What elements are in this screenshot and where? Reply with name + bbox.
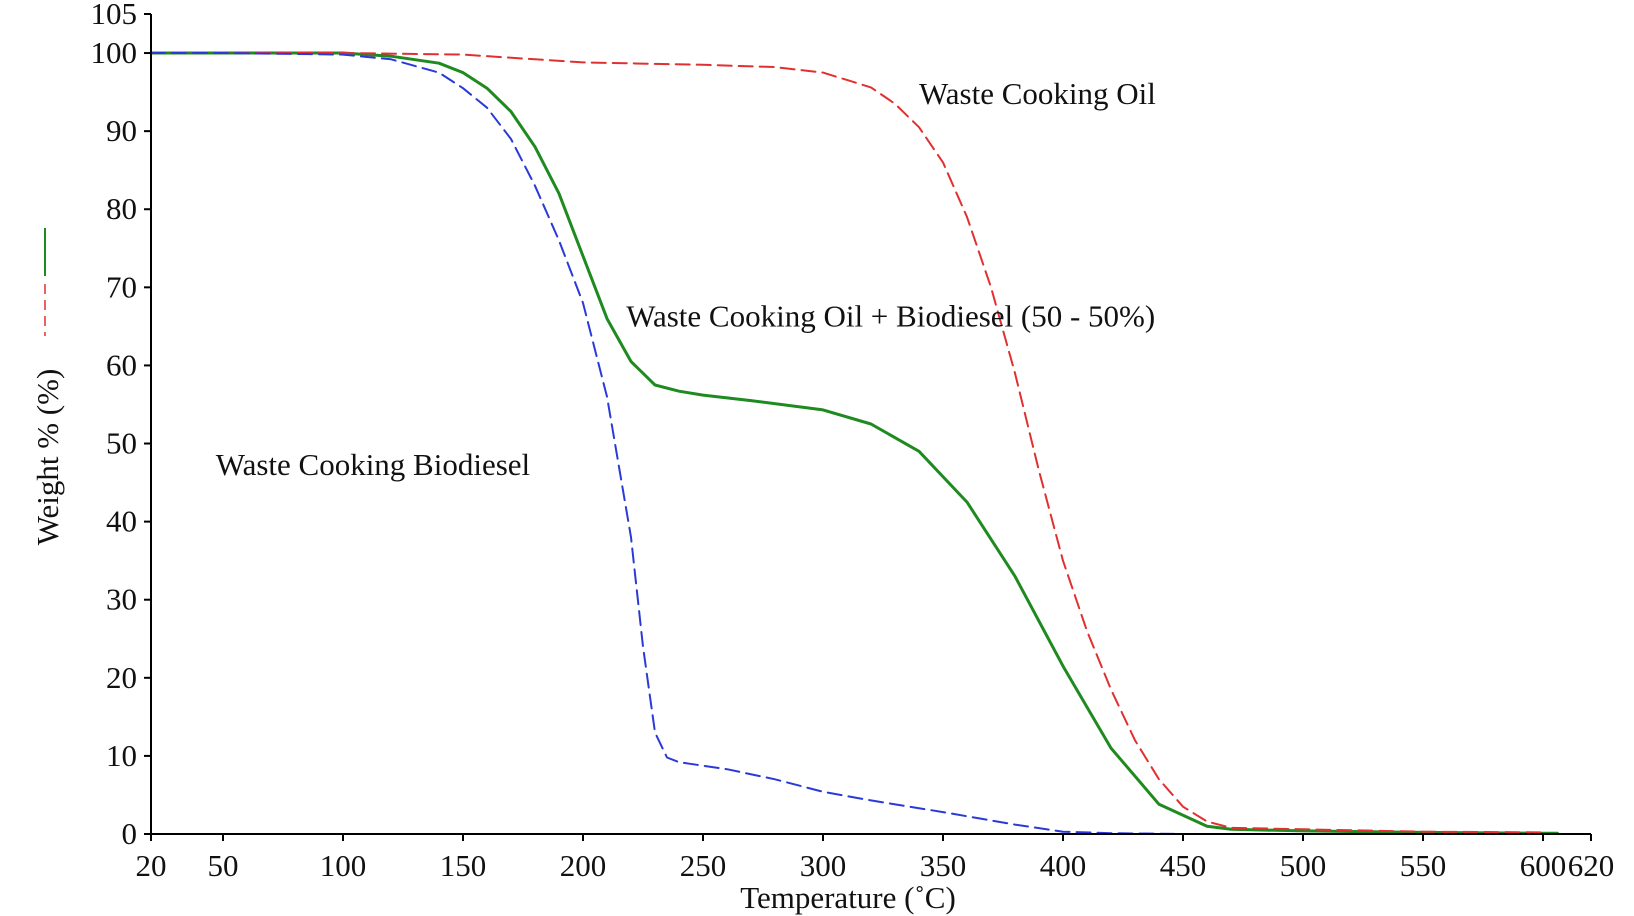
series-line-2 bbox=[150, 52, 1544, 834]
x-axis-title: Temperature (˚C) bbox=[740, 880, 956, 915]
x-tick-label: 450 bbox=[1160, 848, 1207, 883]
y-tick-label: 10 bbox=[106, 738, 137, 773]
y-tick-label: 50 bbox=[106, 426, 137, 461]
y-tick-label: 70 bbox=[106, 269, 137, 304]
x-tick-label: 300 bbox=[800, 848, 847, 883]
y-tick-label: 0 bbox=[122, 816, 138, 851]
annotations: Waste Cooking Oil Waste Cooking Oil + Bio… bbox=[216, 76, 1156, 482]
annotation-label-3: Waste Cooking Biodiesel bbox=[216, 447, 530, 482]
x-tick-label: 100 bbox=[320, 848, 367, 883]
x-ticks: 20 50 100 150 200 250 300 350 400 450 500 550 600 620 bbox=[136, 834, 1615, 883]
annotation-label-2: Waste Cooking Oil + Biodiesel (50 - 50%) bbox=[626, 298, 1155, 333]
y-tick-label: 80 bbox=[106, 191, 137, 226]
x-tick-label: 20 bbox=[136, 848, 167, 883]
series-line-1 bbox=[149, 51, 1559, 835]
x-tick-label: 50 bbox=[208, 848, 239, 883]
y-tick-label: 40 bbox=[106, 504, 137, 539]
y-tick-label: 60 bbox=[106, 347, 137, 382]
x-tick-label: 620 bbox=[1568, 848, 1615, 883]
x-tick-label: 250 bbox=[680, 848, 727, 883]
y-tick-label: 20 bbox=[106, 660, 137, 695]
y-tick-label: 30 bbox=[106, 582, 137, 617]
axes bbox=[150, 14, 1591, 835]
y-axis-title: Weight % (%) bbox=[30, 369, 65, 546]
x-tick-label: 200 bbox=[560, 848, 607, 883]
y-tick-label: 90 bbox=[106, 113, 137, 148]
y-ticks: 0 10 20 30 40 50 60 70 80 90 100 105 bbox=[91, 0, 151, 851]
x-tick-label: 600 bbox=[1520, 848, 1567, 883]
x-tick-label: 350 bbox=[920, 848, 967, 883]
annotation-label-1: Waste Cooking Oil bbox=[919, 76, 1156, 111]
series-layer bbox=[149, 51, 1559, 835]
x-tick-label: 150 bbox=[440, 848, 487, 883]
series-line-3 bbox=[150, 52, 1184, 835]
x-tick-label: 550 bbox=[1400, 848, 1447, 883]
y-tick-label: 105 bbox=[91, 0, 138, 31]
x-tick-label: 500 bbox=[1280, 848, 1327, 883]
y-tick-label: 100 bbox=[91, 35, 138, 70]
x-tick-label: 400 bbox=[1040, 848, 1087, 883]
